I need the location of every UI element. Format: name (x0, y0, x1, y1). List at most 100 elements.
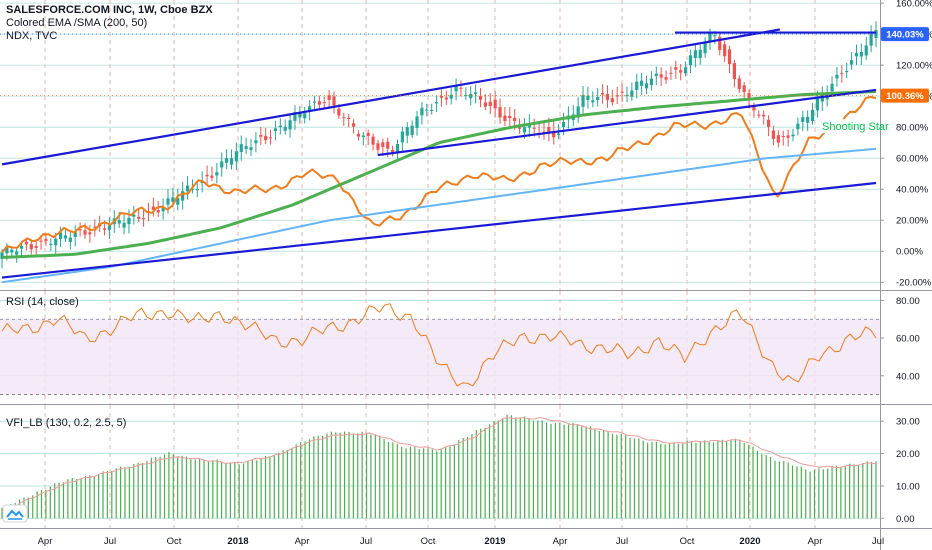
candle-body (181, 191, 185, 201)
candle-body (835, 74, 839, 79)
series-layer (0, 21, 878, 519)
x-tick-label: Oct (680, 536, 695, 547)
trendline[interactable] (1, 28, 781, 166)
candle-body (141, 218, 146, 220)
candle-body (796, 123, 800, 130)
x-tick-label: 2019 (484, 536, 505, 547)
candle-body (347, 118, 351, 120)
candle-body (786, 135, 790, 138)
candle-body (806, 116, 810, 123)
x-tick-label: Oct (167, 536, 182, 547)
y-tick-label: 0.00% (896, 247, 923, 258)
candle-body (44, 239, 48, 241)
indicator-legend-ndx: NDX, TVC (6, 30, 57, 42)
candle-body (737, 78, 741, 90)
y-tick-label: 80.00% (896, 123, 929, 134)
candle-body (29, 244, 33, 250)
candle-body (688, 55, 693, 66)
candle-body (625, 94, 629, 96)
candle-body (859, 52, 863, 57)
candle-body (161, 207, 165, 212)
candle-body (552, 130, 556, 138)
candle-body (488, 101, 492, 106)
candle-body (581, 95, 585, 107)
candle-body (190, 188, 195, 190)
candle-body (557, 133, 561, 136)
x-tick-label: 2020 (739, 536, 760, 547)
price-badge-label: 100.36% (886, 91, 924, 102)
candle-body (420, 107, 424, 116)
candle-body (679, 70, 683, 73)
candle-body (19, 245, 24, 249)
shooting-star-annotation: Shooting Star (822, 121, 889, 133)
y-tick-label: -20.00% (896, 278, 932, 289)
candle-body (771, 130, 776, 139)
candle-body (122, 222, 126, 228)
candle-body (317, 101, 321, 105)
candle-body (381, 142, 385, 148)
candle-body (586, 95, 590, 100)
trendline[interactable] (377, 88, 877, 157)
trendline-layer (1, 28, 877, 279)
symbol-title: SALESFORCE.COM INC, 1W, Cboe BZX (6, 4, 213, 16)
y-tick-label: 0.00 (896, 514, 915, 525)
candle-body (615, 95, 619, 97)
candle-body (195, 189, 199, 191)
candle-body (342, 117, 346, 119)
candle-body (386, 141, 390, 149)
x-tick-label: Apr (553, 536, 568, 547)
candle-body (605, 93, 610, 100)
price-badge-label: 140.03% (886, 30, 924, 41)
candle-body (93, 226, 97, 228)
candle-body (508, 115, 512, 119)
candle-body (483, 102, 487, 107)
candle-body (620, 91, 624, 93)
candle-body (264, 135, 268, 141)
rsi-band (0, 319, 880, 395)
candle-body (185, 185, 190, 192)
candle-body (254, 140, 258, 144)
candle-body (464, 94, 468, 96)
candle-body (415, 116, 419, 128)
x-tick-label: Jul (104, 536, 116, 547)
candle-body (288, 120, 292, 130)
series-line-ndx (1, 95, 877, 254)
x-tick-label: Apr (295, 536, 310, 547)
trendline[interactable] (1, 181, 877, 279)
candle-body (493, 99, 497, 109)
candle-body (24, 241, 29, 245)
candle-body (776, 135, 780, 143)
candle-body (259, 135, 263, 137)
price-badge (881, 27, 929, 42)
tradingview-logo[interactable] (2, 504, 28, 523)
candle-body (298, 112, 302, 118)
candle-body (102, 228, 107, 230)
candle-body (640, 80, 644, 86)
candle-body (63, 235, 68, 239)
series-line-sma-200 (1, 147, 877, 284)
candle-body (449, 94, 453, 99)
candle-body (674, 67, 678, 70)
y-tick-label: 80.00 (896, 296, 920, 307)
y-tick-label: 10.00 (896, 481, 920, 492)
overlay-layer: 140.03% 100.36% Shooting Star (0, 27, 929, 134)
candle-body (600, 92, 605, 95)
candle-body (596, 97, 600, 100)
candle-body (83, 230, 87, 235)
candle-body (278, 125, 282, 128)
candle-body (815, 97, 820, 111)
x-tick-label: Apr (808, 536, 823, 547)
candle-body (10, 249, 14, 253)
candle-body (703, 42, 707, 54)
candle-body (308, 106, 312, 112)
candle-body (757, 114, 761, 116)
candle-body (840, 73, 844, 75)
candle-body (869, 33, 873, 46)
y-tick-label: 40.00 (896, 371, 920, 382)
candle-body (327, 95, 331, 100)
candle-body (176, 198, 180, 205)
candle-body (337, 108, 341, 116)
candle-body (371, 136, 375, 145)
candle-body (249, 147, 253, 150)
